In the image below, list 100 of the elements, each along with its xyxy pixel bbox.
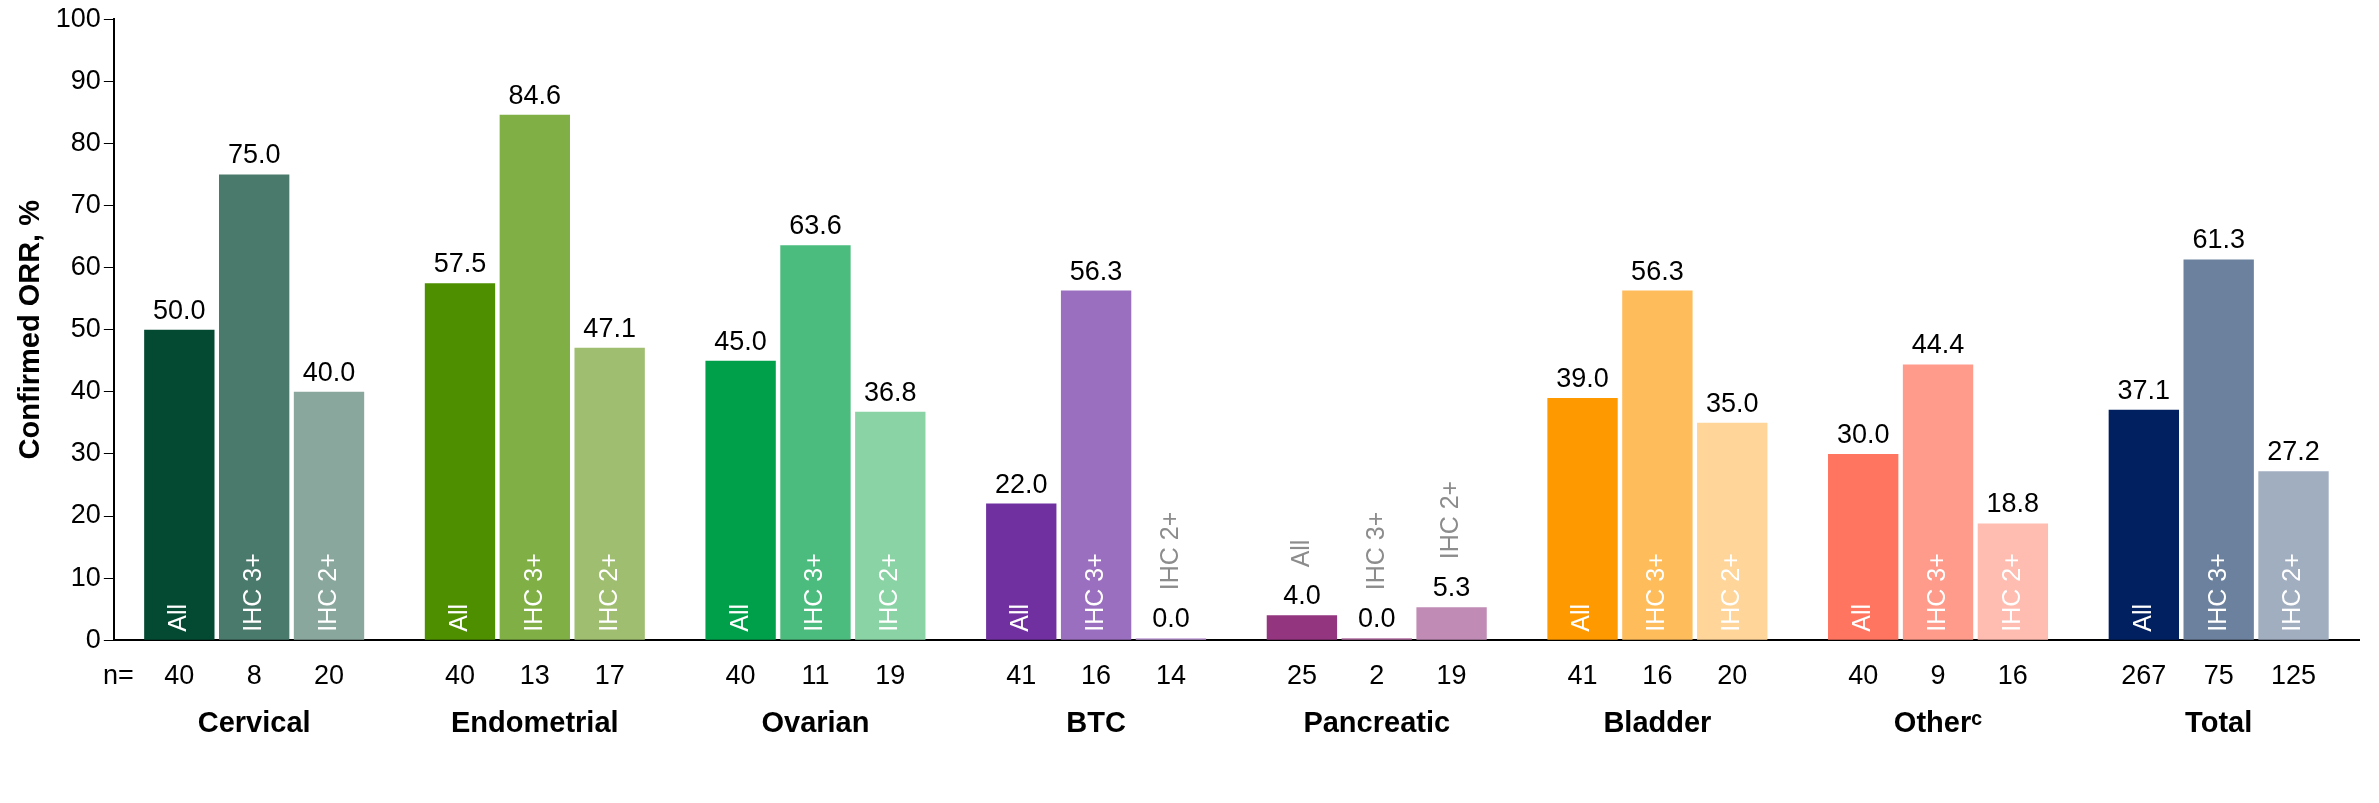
bar: [424, 283, 496, 640]
data-label: 0.0: [1357, 603, 1396, 634]
text: 40: [164, 659, 195, 690]
bar: [1547, 398, 1618, 640]
text: 20: [313, 659, 345, 690]
data-label: 75.0: [227, 139, 281, 170]
data-label: 47.1: [583, 312, 636, 343]
text: IHC 3+: [799, 553, 828, 632]
y-tick-label: 70: [70, 188, 101, 219]
bar: [780, 245, 851, 640]
data-label: 5.3: [1432, 572, 1471, 603]
bar: [2258, 471, 2329, 640]
text: 14: [1155, 659, 1186, 690]
text: n=: [103, 659, 134, 690]
x-tick-label: Bladder: [1603, 705, 1712, 738]
bar: [144, 329, 215, 640]
text: 11: [801, 659, 830, 690]
y-axis-title: Confirmed ORR, %: [13, 199, 46, 460]
text: 40: [725, 659, 756, 690]
data-label: 22.0: [994, 468, 1048, 499]
data-label: 35.0: [1705, 387, 1759, 418]
text: All: [1566, 603, 1595, 632]
data-label: 61.3: [2192, 224, 2245, 255]
text: 16: [1642, 659, 1673, 690]
x-tick-label: Cervical: [197, 705, 311, 738]
text: 40: [444, 659, 475, 690]
text: 9: [1930, 659, 1946, 690]
text: IHC 2+: [1154, 511, 1183, 591]
text: 17: [594, 659, 625, 690]
text: IHC 2+: [874, 553, 903, 632]
text: 2: [1369, 659, 1385, 690]
text: 20: [1717, 659, 1748, 690]
x-tick-label: Otherᶜ: [1893, 705, 1983, 738]
x-tick-label: Ovarian: [761, 705, 870, 738]
y-tick-label: 100: [55, 2, 101, 33]
bar: [986, 503, 1057, 640]
bar: [1266, 615, 1338, 640]
x-tick-label: Endometrial: [451, 705, 619, 738]
bar: [1977, 523, 2049, 640]
text: IHC 3+: [1921, 553, 1950, 632]
data-label: 37.1: [2117, 374, 2171, 405]
text: IHC 3+: [518, 553, 547, 632]
bar: [1828, 453, 1899, 640]
text: 16: [1997, 659, 2028, 690]
text: 16: [1081, 659, 1112, 690]
y-tick-label: 40: [70, 375, 101, 406]
bar: [705, 360, 776, 640]
data-label: 63.6: [789, 210, 842, 241]
data-label: 56.3: [1069, 255, 1123, 286]
bar: [2183, 259, 2254, 640]
text: IHC 3+: [1641, 553, 1670, 632]
text: 19: [1436, 659, 1467, 690]
text: 19: [875, 659, 906, 690]
bar: [219, 174, 290, 640]
bar: [1060, 290, 1132, 640]
bar: [1622, 290, 1693, 640]
text: All: [2127, 603, 2156, 632]
series-label: IHC 3+: [238, 553, 267, 632]
series-label: All: [163, 603, 192, 632]
text: All: [1005, 603, 1034, 632]
bar: [574, 347, 645, 640]
text: 41: [1006, 659, 1037, 690]
bar: [499, 114, 570, 640]
bar: [293, 391, 365, 640]
text: 41: [1567, 659, 1598, 690]
y-tick-label: 90: [70, 64, 101, 95]
data-label: 0.0: [1152, 603, 1190, 634]
data-label: 39.0: [1556, 362, 1609, 393]
text: 267: [2121, 659, 2167, 690]
text: 13: [519, 659, 550, 690]
bar: [1697, 422, 1768, 640]
data-label: 84.6: [508, 79, 562, 110]
text: IHC 2+: [1435, 480, 1464, 560]
y-tick-label: 0: [85, 623, 101, 654]
y-tick-label: 50: [70, 313, 101, 344]
y-tick-label: 60: [70, 251, 101, 282]
data-label: 50.0: [153, 294, 206, 325]
series-label: IHC 2+: [312, 553, 341, 632]
data-label: 18.8: [1986, 488, 2040, 519]
bar: [1902, 364, 1974, 640]
bar: [1416, 607, 1487, 640]
text: All: [443, 603, 472, 632]
text: IHC 2+: [2277, 553, 2306, 632]
data-label: 40.0: [302, 356, 356, 387]
text: 40: [1848, 659, 1879, 690]
y-tick-label: 20: [70, 499, 101, 530]
text: All: [724, 603, 753, 632]
text: 25: [1286, 659, 1317, 690]
bar: [2108, 409, 2180, 640]
text: IHC 3+: [2202, 553, 2231, 632]
data-label: 36.8: [864, 376, 917, 407]
text: 125: [2270, 659, 2317, 690]
y-tick-label: 10: [70, 561, 101, 592]
text: IHC 2+: [593, 553, 622, 632]
data-label: 30.0: [1836, 418, 1890, 449]
data-label: 57.5: [433, 248, 487, 279]
data-label: 45.0: [714, 325, 767, 356]
data-label: 27.2: [2267, 436, 2320, 467]
text: IHC 3+: [1079, 553, 1108, 632]
text: 8: [246, 659, 262, 690]
